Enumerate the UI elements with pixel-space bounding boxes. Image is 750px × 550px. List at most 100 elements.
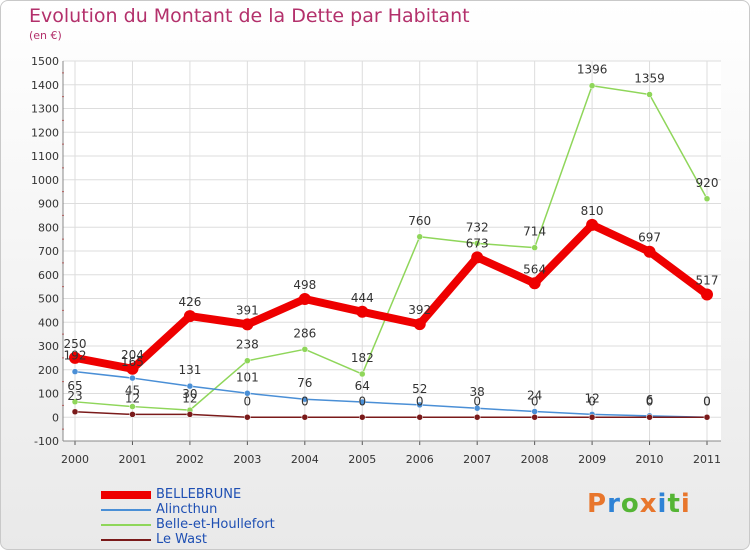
data-label: 517: [696, 273, 719, 287]
data-label: 45: [125, 384, 140, 398]
data-label: 444: [351, 291, 374, 305]
data-point: [183, 310, 196, 323]
data-point: [359, 414, 366, 421]
data-label: 250: [64, 337, 87, 351]
y-tick-label: 800: [38, 221, 59, 234]
legend-swatch: [101, 524, 151, 526]
data-label: 101: [236, 370, 259, 384]
data-label: 0: [473, 394, 481, 408]
y-tick-label: 300: [38, 340, 59, 353]
data-point: [244, 414, 251, 421]
data-label: 204: [121, 348, 144, 362]
data-label: 0: [703, 394, 711, 408]
x-tick-label: 2001: [118, 453, 146, 466]
data-point: [531, 414, 538, 421]
y-tick-label: 1300: [31, 103, 59, 116]
y-tick-label: 500: [38, 293, 59, 306]
x-tick-label: 2008: [521, 453, 549, 466]
data-point: [528, 277, 541, 290]
y-tick-label: 1100: [31, 150, 59, 163]
data-label: 286: [293, 326, 316, 340]
data-label: 76: [297, 376, 312, 390]
legend-swatch: [101, 509, 151, 511]
data-point: [701, 288, 713, 301]
data-label: 0: [244, 394, 252, 408]
x-tick-label: 2004: [291, 453, 319, 466]
y-tick-label: 1000: [31, 174, 59, 187]
data-label: 23: [67, 389, 82, 403]
series-line-belle-et-houllefort: [74, 84, 708, 411]
x-tick-label: 2011: [693, 453, 721, 466]
y-tick-label: 900: [38, 198, 59, 211]
series-line-le-wast: [74, 411, 708, 418]
legend-swatch: [101, 491, 151, 499]
data-label: 182: [351, 351, 374, 365]
data-point: [531, 408, 538, 415]
data-point: [588, 414, 596, 421]
logo-letter: P: [587, 489, 608, 519]
data-label: 6: [646, 393, 654, 407]
data-label: 0: [531, 394, 539, 408]
x-tick-label: 2005: [348, 453, 376, 466]
y-tick-label: 1200: [31, 126, 59, 139]
data-label: 24: [527, 389, 542, 403]
data-label: 65: [67, 379, 82, 393]
data-label: 0: [646, 394, 654, 408]
data-point: [298, 292, 311, 305]
data-point: [244, 390, 251, 397]
y-tick-label: 100: [38, 388, 59, 401]
y-tick-label: 400: [38, 316, 59, 329]
data-label: 0: [301, 394, 309, 408]
data-label: 0: [703, 394, 711, 408]
data-point: [473, 240, 481, 247]
data-point: [588, 82, 596, 89]
data-label: 38: [470, 385, 485, 399]
data-label: 238: [236, 338, 259, 352]
data-point: [71, 408, 79, 416]
data-point: [186, 382, 194, 390]
data-label: 52: [412, 382, 427, 396]
data-label: 760: [408, 214, 431, 228]
legend-swatch: [101, 539, 151, 541]
data-label: 391: [236, 303, 259, 317]
data-point: [416, 401, 423, 409]
data-label: 12: [584, 391, 599, 405]
data-point: [356, 305, 369, 318]
chart-title: Evolution du Montant de la Dette par Hab…: [29, 5, 470, 27]
data-label: 426: [178, 295, 201, 309]
data-point: [416, 414, 423, 421]
data-point: [703, 414, 711, 421]
data-point: [703, 195, 711, 202]
data-point: [416, 233, 423, 240]
logo-letter: i: [657, 489, 668, 519]
logo-letter: o: [620, 489, 640, 519]
data-point: [643, 245, 656, 258]
chart-unit-label: (en €): [29, 29, 62, 42]
y-tick-label: 600: [38, 269, 59, 282]
data-label: 1396: [577, 63, 608, 77]
x-tick-label: 2006: [406, 453, 434, 466]
legend-label: Le Wast: [156, 532, 208, 547]
logo-letter: x: [639, 489, 658, 519]
y-tick-label: 200: [38, 364, 59, 377]
data-point: [126, 362, 139, 375]
data-point: [413, 318, 426, 331]
series-line-alincthun: [74, 370, 708, 418]
logo-letter: r: [607, 489, 621, 519]
legend-label: Alincthun: [156, 502, 218, 517]
data-point: [186, 411, 194, 418]
data-point: [473, 404, 481, 412]
data-label: 131: [178, 363, 201, 377]
data-label: 30: [182, 387, 197, 401]
x-tick-label: 2009: [578, 453, 606, 466]
data-label: 165: [121, 355, 144, 369]
data-label: 697: [638, 231, 661, 245]
x-tick-label: 2002: [176, 453, 204, 466]
series-line-bellebrune: [71, 220, 711, 373]
data-point: [129, 403, 136, 410]
data-point: [71, 398, 79, 406]
data-label: 498: [293, 278, 316, 292]
data-point: [473, 414, 481, 421]
data-label: 920: [696, 176, 719, 190]
data-point: [71, 368, 79, 375]
